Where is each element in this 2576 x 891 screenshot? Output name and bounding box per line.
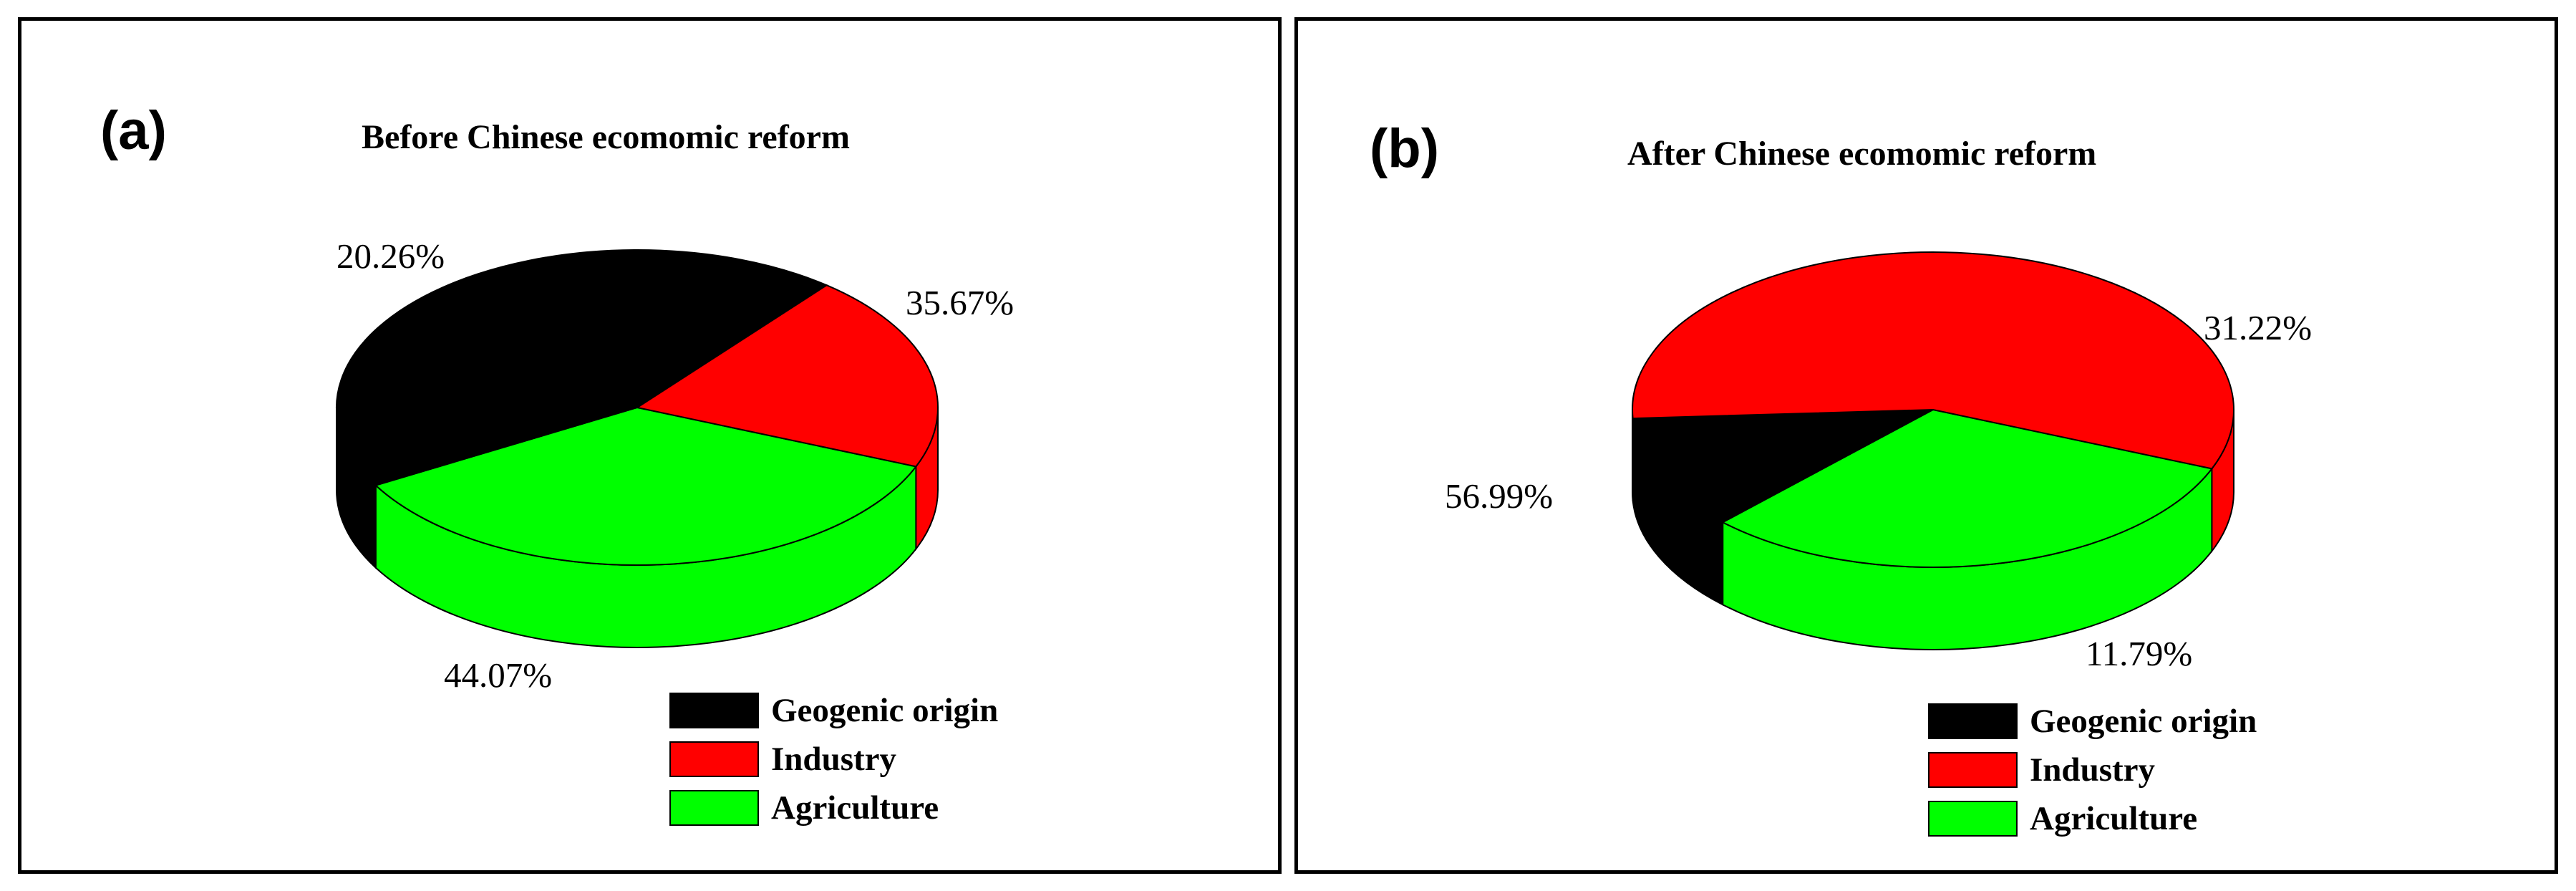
legend-text-geogenic-b: Geogenic origin bbox=[2030, 703, 2257, 740]
data-label-industry-b: 56.99% bbox=[1445, 476, 1554, 516]
pie-tops-b bbox=[1632, 251, 2234, 568]
pie-slice-agriculture-b bbox=[1721, 408, 2214, 568]
legend-text-agriculture-a: Agriculture bbox=[771, 789, 939, 827]
legend-swatch-geogenic-a bbox=[669, 693, 759, 728]
data-label-geogenic-a: 44.07% bbox=[444, 655, 553, 695]
chart-panel-b: (b) After Chinese ecomomic reform 31.22%… bbox=[1294, 17, 2558, 874]
data-label-geogenic-b: 11.79% bbox=[2086, 634, 2193, 673]
pie-slice-industry-a bbox=[635, 284, 939, 468]
pie-slice-geogenic-origin-a bbox=[336, 249, 828, 486]
chart-title-a: Before Chinese ecomomic reform bbox=[362, 118, 850, 156]
legend-swatch-agriculture-b bbox=[1928, 801, 2018, 837]
legend-swatch-industry-a bbox=[669, 741, 759, 777]
chart-title-b: After Chinese ecomomic reform bbox=[1627, 135, 2097, 173]
legend-swatch-industry-b bbox=[1928, 752, 2018, 788]
legend-swatch-agriculture-a bbox=[669, 790, 759, 826]
legend-text-industry-b: Industry bbox=[2030, 751, 2156, 789]
panel-label-a: (a) bbox=[100, 100, 167, 161]
legend-text-agriculture-b: Agriculture bbox=[2030, 800, 2198, 837]
data-label-agriculture-a: 35.67% bbox=[906, 283, 1015, 322]
legend-swatch-geogenic-b bbox=[1928, 703, 2018, 739]
pie-chart-b bbox=[1632, 251, 2234, 650]
data-label-agriculture-b: 31.22% bbox=[2204, 308, 2313, 347]
pie-tops-a bbox=[336, 249, 939, 566]
data-label-industry-a: 20.26% bbox=[336, 236, 445, 276]
legend-text-industry-a: Industry bbox=[771, 741, 897, 778]
pie-side-industry-b bbox=[1632, 409, 1634, 501]
chart-panel-a: (a) Before Chinese ecomomic reform 20.26… bbox=[18, 17, 1282, 874]
pie-slice-geogenic-origin-b bbox=[1632, 409, 1934, 524]
pie-chart-a bbox=[336, 249, 939, 648]
pie-slice-industry-b bbox=[1632, 251, 2234, 470]
panel-label-b: (b) bbox=[1370, 118, 1440, 179]
legend-text-geogenic-a: Geogenic origin bbox=[771, 692, 999, 729]
pie-slice-agriculture-a bbox=[374, 406, 918, 566]
